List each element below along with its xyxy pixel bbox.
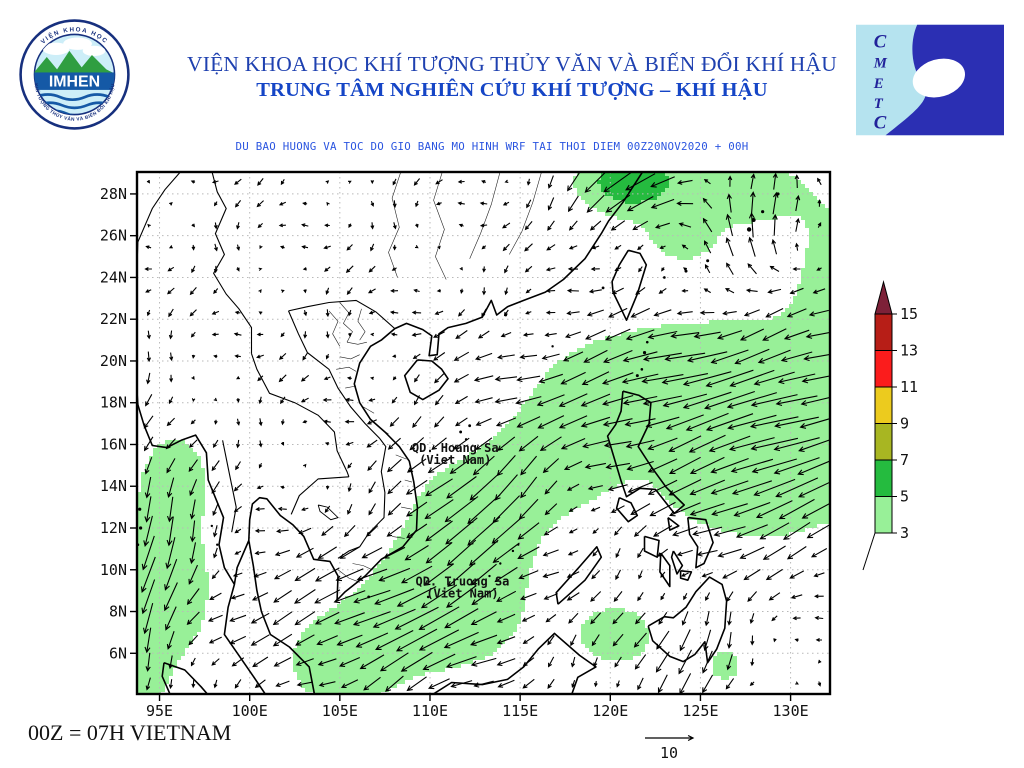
lat-axis-label: 26N [100, 227, 127, 245]
forecast-subtitle: DU BAO HUONG VA TOC DO GIO BANG MO HINH … [235, 140, 749, 153]
lat-axis-label: 28N [100, 185, 127, 203]
wind-speed-shading-layer [137, 172, 830, 694]
colorbar-tick-label: 9 [900, 415, 909, 433]
lon-axis-label: 95E [146, 702, 173, 720]
colorbar-over-arrow [874, 280, 893, 315]
lon-axis-label: 120E [592, 702, 628, 720]
colorbar-under-line [862, 532, 876, 571]
island-label: (Viet Nam) [419, 453, 491, 467]
colorbar-segment [874, 423, 893, 461]
cmetc-swoosh-hole [912, 58, 966, 98]
colorbar-tick-label: 15 [900, 305, 918, 323]
colorbar-tick-label: 13 [900, 342, 918, 360]
cloud-shape [42, 42, 70, 55]
coastlines-layer [137, 172, 780, 694]
colorbar-segment [874, 313, 893, 351]
lat-lon-gridlines [137, 172, 830, 694]
lat-axis-label: 12N [100, 519, 127, 537]
lon-axis-label: 110E [412, 702, 448, 720]
lon-axis-label: 100E [232, 702, 268, 720]
axis-labels: 28N 26N 24N 22N 20N 18N 16N 14N 12N 10N 8N 6N 95E 100… [100, 185, 809, 720]
island-label: QD. Truong Sa [415, 574, 509, 588]
colorbar-tick-label: 3 [900, 524, 909, 542]
cmetc-letter: C [874, 31, 887, 52]
lat-axis-label: 18N [100, 394, 127, 412]
lon-axis-label: 125E [682, 702, 718, 720]
wind-speed-colorbar: 3 5 7 9 11 13 15 [862, 280, 918, 571]
institute-title: VIỆN KHOA HỌC KHÍ TƯỢNG THỦY VĂN VÀ BIẾN… [187, 52, 837, 76]
cmetc-letter: T [874, 96, 884, 112]
cmetc-letter: M [873, 56, 888, 72]
colorbar-segment [874, 386, 893, 424]
reference-vector [645, 734, 695, 742]
imhen-band [34, 72, 115, 90]
lat-axis-label: 14N [100, 477, 127, 495]
island-label: (Viet Nam) [426, 586, 498, 600]
mountains-shape [34, 50, 115, 75]
lon-axis-label: 130E [773, 702, 809, 720]
lon-axis-label: 105E [322, 702, 358, 720]
colorbar-tick-label: 7 [900, 451, 909, 469]
lat-axis-label: 6N [109, 644, 127, 662]
colorbar-tick-label: 5 [900, 488, 909, 506]
cmetc-letter: E [873, 76, 884, 92]
lat-axis-label: 10N [100, 561, 127, 579]
island-annotations: QD. Hoang Sa(Viet Nam)QD. Truong Sa(Viet… [412, 441, 510, 601]
imhen-acronym: IMHEN [49, 73, 100, 90]
lat-axis-label: 20N [100, 352, 127, 370]
wind-vectors-layer [140, 172, 830, 694]
lat-axis-label: 22N [100, 310, 127, 328]
imhen-logo: IMHEN VIỆN KHOA HỌC KHÍ TƯỢNG THỦY VĂN V… [19, 19, 130, 130]
center-title: TRUNG TÂM NGHIÊN CỨU KHÍ TƯỢNG – KHÍ HẬU [256, 79, 768, 101]
island-label: QD. Hoang Sa [412, 441, 499, 455]
colorbar-segment [874, 459, 893, 497]
cloud-shape [63, 37, 92, 50]
reference-vector-label: 10 [659, 744, 679, 762]
lat-axis-label: 16N [100, 435, 127, 453]
lat-axis-label: 8N [109, 603, 127, 621]
colorbar-segment [874, 496, 893, 534]
lat-axis-label: 24N [100, 268, 127, 286]
colorbar-tick-label: 11 [900, 378, 918, 396]
timezone-note: 00Z = 07H VIETNAM [28, 720, 232, 745]
colorbar-segment [874, 350, 893, 388]
map-frame [135, 170, 832, 696]
cmetc-letter: C [874, 112, 887, 133]
cloud-shape [82, 45, 106, 57]
lon-axis-label: 115E [502, 702, 538, 720]
